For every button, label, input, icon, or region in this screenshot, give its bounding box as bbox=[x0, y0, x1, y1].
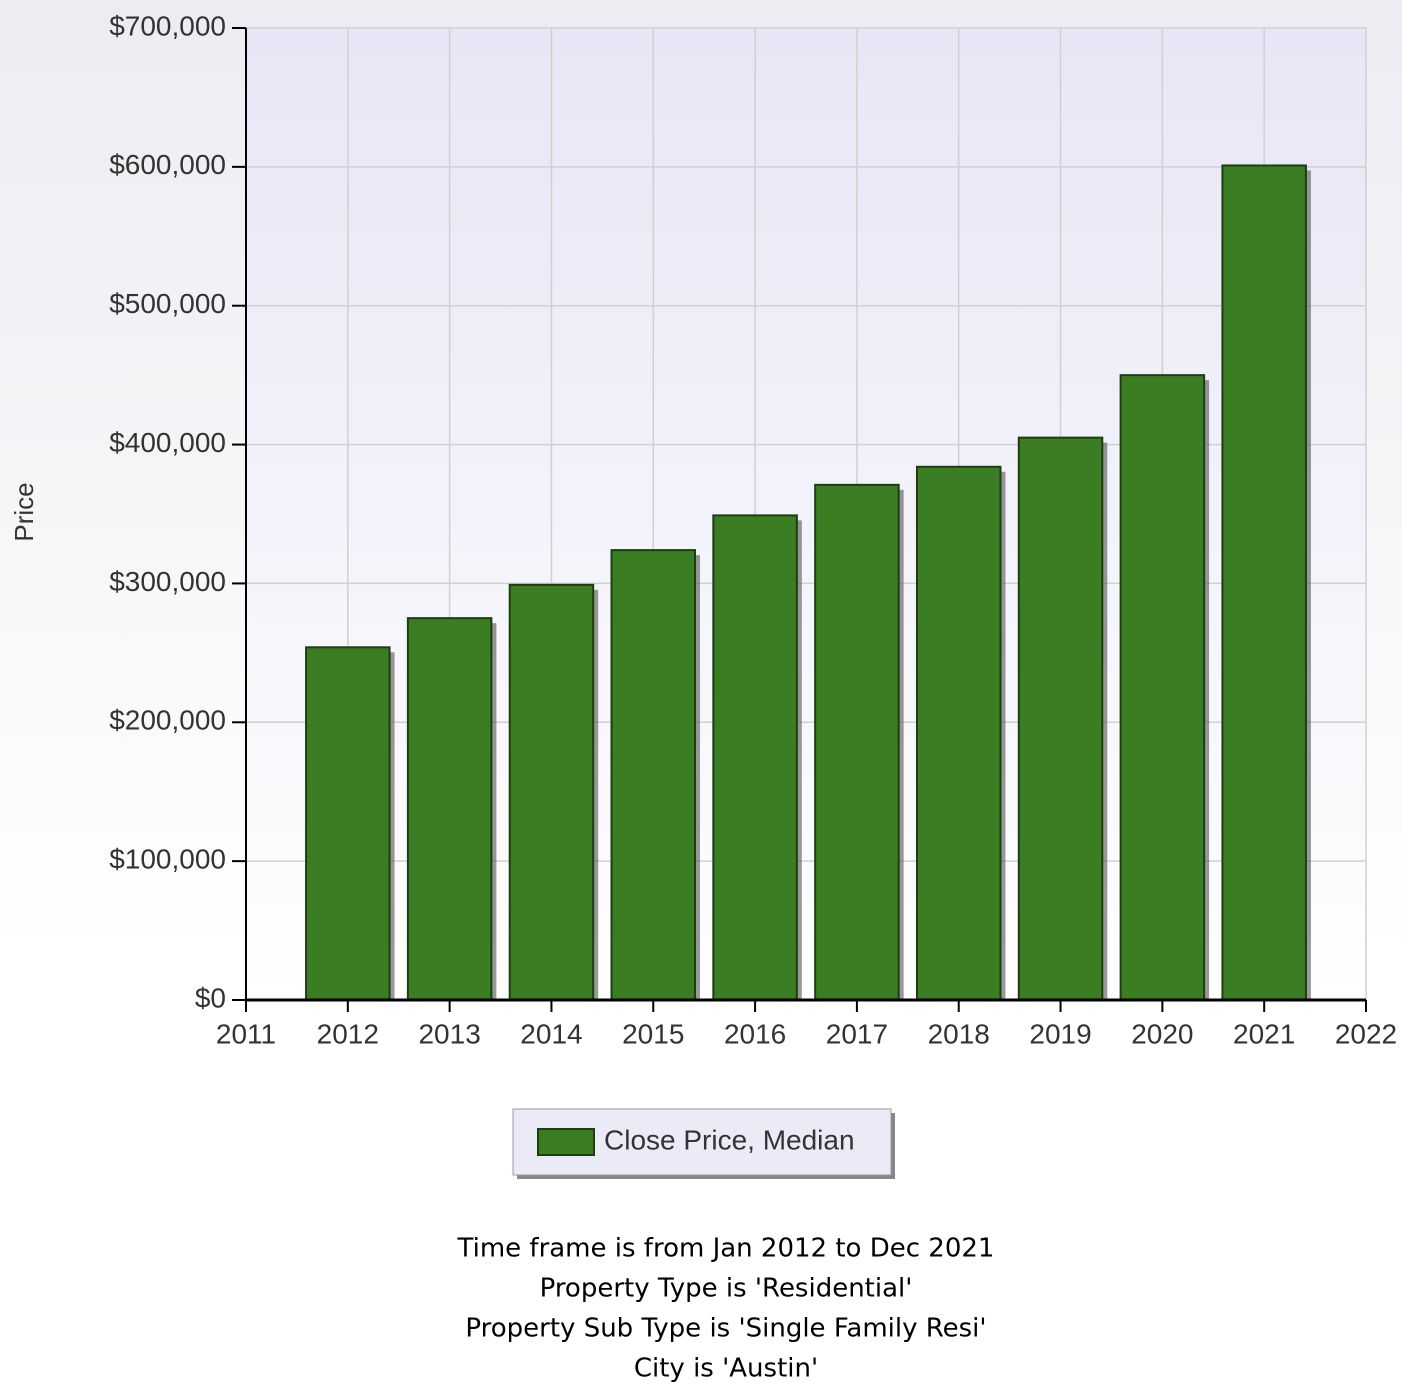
x-tick-label: 2015 bbox=[622, 1018, 684, 1049]
x-tick-label: 2022 bbox=[1335, 1018, 1397, 1049]
x-tick-label: 2014 bbox=[520, 1018, 582, 1049]
bar bbox=[1017, 436, 1104, 1001]
y-axis-label: Price bbox=[9, 482, 39, 541]
legend: Close Price, Median bbox=[512, 1108, 895, 1179]
x-tick-label: 2019 bbox=[1029, 1018, 1091, 1049]
y-tick-label: $300,000 bbox=[109, 566, 226, 597]
bar bbox=[814, 483, 900, 1001]
legend-box bbox=[512, 1108, 892, 1176]
legend-swatch bbox=[537, 1128, 595, 1156]
note: Property Sub Type is 'Single Family Resi… bbox=[465, 1314, 986, 1344]
y-tick-label: $700,000 bbox=[109, 10, 226, 41]
bar bbox=[508, 583, 595, 1001]
x-tick-label: 2018 bbox=[928, 1018, 990, 1049]
x-tick-label: 2011 bbox=[216, 1018, 276, 1049]
note: City is 'Austin' bbox=[634, 1354, 818, 1384]
y-tick-label: $200,000 bbox=[109, 705, 226, 736]
bar bbox=[712, 514, 798, 1001]
note: Property Type is 'Residential' bbox=[540, 1274, 913, 1304]
x-tick-label: 2016 bbox=[724, 1018, 786, 1049]
legend-label: Close Price, Median bbox=[604, 1124, 855, 1155]
x-tick-label: 2020 bbox=[1131, 1018, 1193, 1049]
bar bbox=[406, 617, 493, 1002]
y-tick-label: $600,000 bbox=[109, 149, 226, 180]
bar bbox=[1119, 374, 1206, 1001]
y-tick-label: $100,000 bbox=[109, 844, 226, 875]
bar bbox=[610, 549, 697, 1001]
y-tick-label: $400,000 bbox=[109, 427, 226, 458]
y-tick-label: $0 bbox=[195, 982, 226, 1013]
x-tick-label: 2013 bbox=[418, 1018, 480, 1049]
y-tick-label: $500,000 bbox=[109, 288, 226, 319]
note: Time frame is from Jan 2012 to Dec 2021 bbox=[457, 1234, 995, 1264]
bar bbox=[915, 465, 1002, 1001]
bar bbox=[305, 646, 391, 1001]
x-tick-label: 2021 bbox=[1233, 1018, 1295, 1049]
x-tick-label: 2017 bbox=[826, 1018, 888, 1049]
bar bbox=[1221, 164, 1307, 1001]
x-tick-label: 2012 bbox=[317, 1018, 379, 1049]
